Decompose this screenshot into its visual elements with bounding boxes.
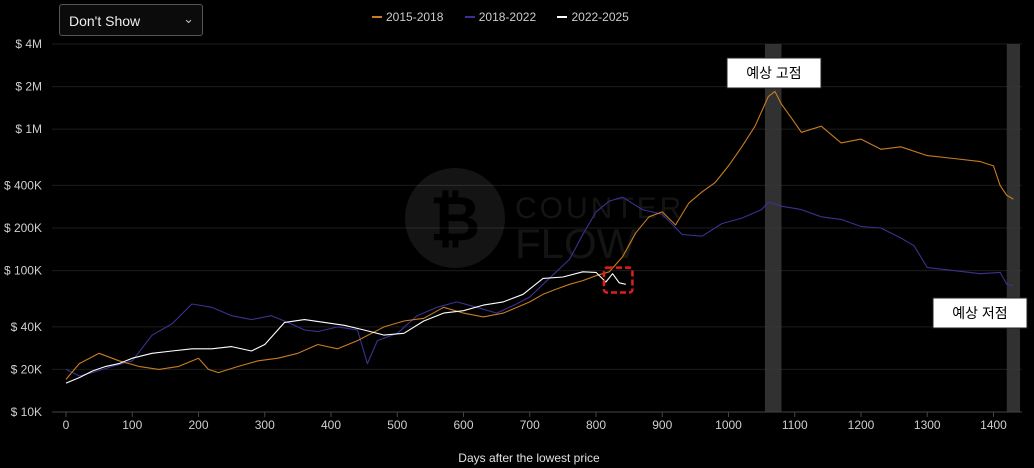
y-tick-label: $ 10K bbox=[11, 405, 42, 419]
x-tick-label: 300 bbox=[255, 418, 275, 432]
legend-swatch-2018-2022 bbox=[464, 15, 475, 18]
x-tick-label: 1400 bbox=[980, 418, 1007, 432]
y-tick-label: $ 40K bbox=[11, 320, 42, 334]
y-tick-label: $ 100K bbox=[4, 264, 42, 278]
x-tick-label: 500 bbox=[387, 418, 407, 432]
legend: 2015-2018 2018-2022 2022-2025 bbox=[372, 10, 647, 28]
y-tick-label: $ 400K bbox=[4, 178, 42, 192]
x-tick-label: 900 bbox=[652, 418, 672, 432]
x-tick-label: 800 bbox=[586, 418, 606, 432]
x-tick-label: 1000 bbox=[715, 418, 742, 432]
y-tick-label: $ 4M bbox=[15, 37, 42, 51]
y-tick-label: $ 2M bbox=[15, 80, 42, 94]
x-tick-label: 0 bbox=[63, 418, 70, 432]
legend-item-2018-2022[interactable]: 2018-2022 bbox=[464, 10, 537, 24]
x-tick-label: 100 bbox=[122, 418, 142, 432]
y-tick-label: $ 200K bbox=[4, 221, 42, 235]
legend-label-2018-2022: 2018-2022 bbox=[478, 10, 537, 24]
series-line-2022-2025 bbox=[65, 271, 626, 384]
chevron-down-icon: ⌄ bbox=[183, 11, 194, 26]
watermark: ₿ COUNTER FLOW bbox=[405, 168, 684, 268]
series-line-2018-2022 bbox=[65, 196, 1014, 377]
legend-label-2015-2018: 2015-2018 bbox=[386, 10, 444, 24]
bitcoin-logo-glyph: ₿ bbox=[430, 185, 481, 254]
x-tick-label: 200 bbox=[188, 418, 208, 432]
bottom-label-text: 예상 저점 bbox=[952, 305, 1007, 321]
bitcoin-logo-icon bbox=[405, 168, 505, 268]
highlight-box bbox=[602, 266, 634, 294]
legend-item-2022-2025[interactable]: 2022-2025 bbox=[557, 10, 629, 24]
legend-item-2015-2018[interactable]: 2015-2018 bbox=[372, 10, 443, 24]
legend-swatch-2015-2018 bbox=[372, 15, 382, 18]
peak-band bbox=[764, 44, 782, 412]
watermark-text-line2: FLOW bbox=[515, 220, 637, 267]
dropdown-selected-value: Don't Show bbox=[69, 13, 141, 29]
x-tick-label: 600 bbox=[453, 418, 473, 432]
peak-label-box bbox=[726, 57, 822, 89]
x-tick-label: 1100 bbox=[782, 418, 808, 432]
y-tick-label: $ 1M bbox=[15, 122, 42, 136]
axis-layer: $ 10K $ 20K $ 40K $ 100K $ 200K $ 400K $ 1M $ 2… bbox=[4, 37, 1022, 465]
bottom-band bbox=[1006, 44, 1020, 412]
bottom-label-box bbox=[932, 297, 1028, 329]
series-line-2015-2018 bbox=[65, 90, 1014, 380]
legend-label-2022-2025: 2022-2025 bbox=[571, 10, 629, 24]
x-tick-label: 700 bbox=[520, 418, 540, 432]
x-axis-label: Days after the lowest price bbox=[458, 451, 600, 465]
series-layer bbox=[65, 90, 1014, 384]
peak-label-text: 예상 고점 bbox=[746, 65, 801, 81]
x-tick-label: 400 bbox=[321, 418, 341, 432]
legend-swatch-2022-2025 bbox=[557, 15, 568, 18]
x-tick-label: 1300 bbox=[914, 418, 941, 432]
x-tick-label: 1200 bbox=[848, 418, 875, 432]
y-tick-label: $ 20K bbox=[11, 362, 42, 376]
display-mode-dropdown[interactable]: Don't Show ⌄ bbox=[59, 4, 203, 36]
watermark-text-line1: COUNTER bbox=[515, 192, 684, 225]
